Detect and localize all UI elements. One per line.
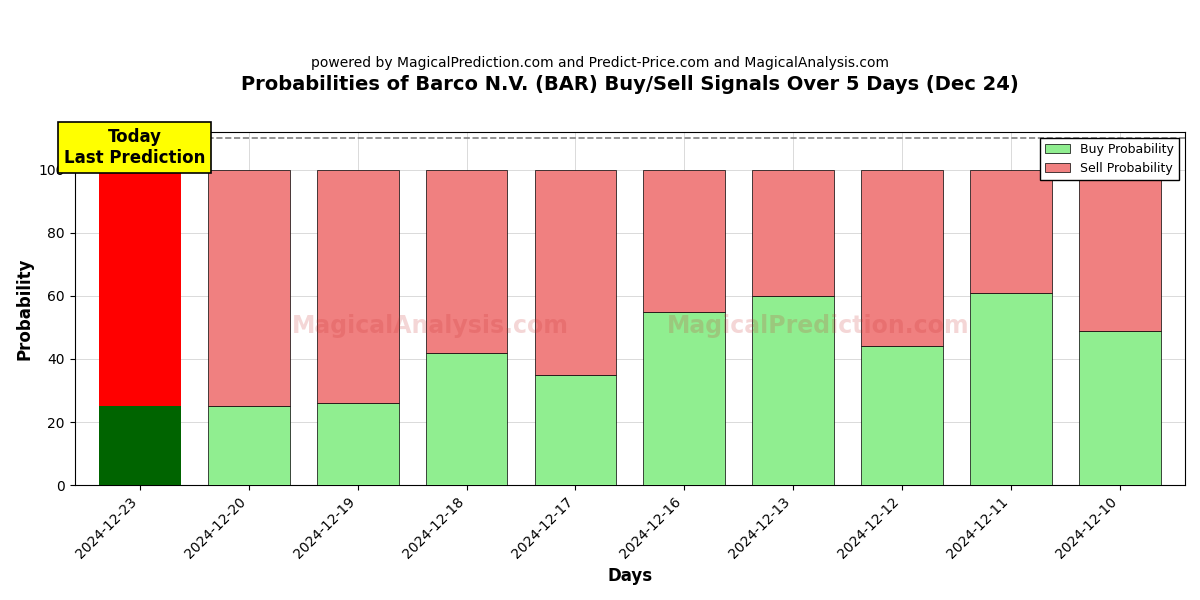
Text: Today
Last Prediction: Today Last Prediction [64,128,205,167]
Bar [643,170,725,311]
Bar [534,170,617,374]
Bar [1079,331,1160,485]
Bar [862,170,943,346]
Y-axis label: Probability: Probability [16,257,34,359]
Text: powered by MagicalPrediction.com and Predict-Price.com and MagicalAnalysis.com: powered by MagicalPrediction.com and Pre… [311,56,889,70]
Bar [100,170,181,406]
Legend: Buy Probability, Sell Probability: Buy Probability, Sell Probability [1040,138,1178,180]
Bar [208,170,289,406]
Bar [643,311,725,485]
X-axis label: Days: Days [607,567,653,585]
Bar [317,170,398,403]
Bar [534,374,617,485]
Bar [208,406,289,485]
Bar [752,296,834,485]
Bar [426,170,508,353]
Title: Probabilities of Barco N.V. (BAR) Buy/Sell Signals Over 5 Days (Dec 24): Probabilities of Barco N.V. (BAR) Buy/Se… [241,75,1019,94]
Bar [752,170,834,296]
Bar [970,293,1051,485]
Bar [970,170,1051,293]
Bar [1079,170,1160,331]
Bar [426,353,508,485]
Text: MagicalAnalysis.com: MagicalAnalysis.com [292,314,569,338]
Bar [100,406,181,485]
Bar [317,403,398,485]
Text: MagicalPrediction.com: MagicalPrediction.com [667,314,970,338]
Bar [862,346,943,485]
